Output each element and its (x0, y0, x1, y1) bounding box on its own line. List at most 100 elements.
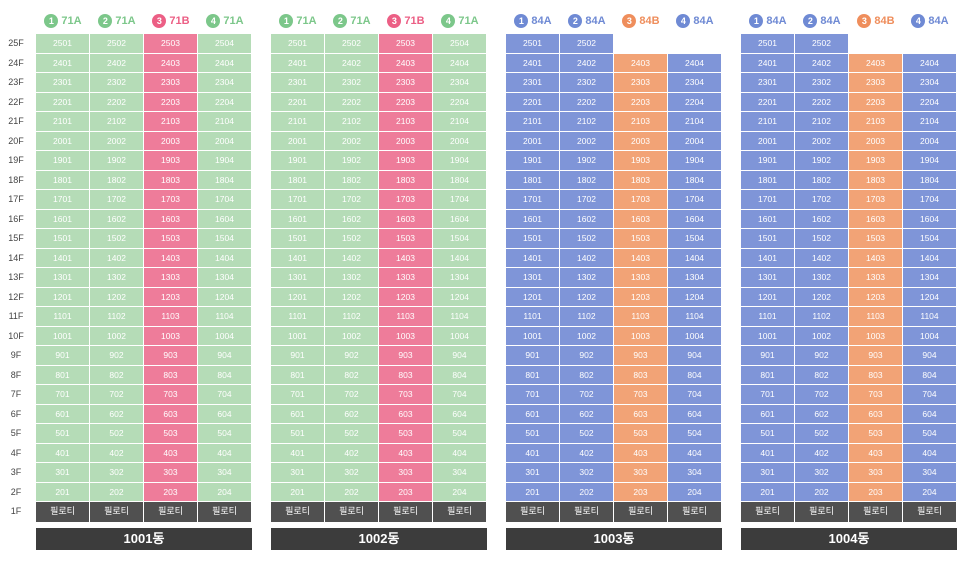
pilotis-cell: 필로티 (379, 502, 433, 522)
unit-cell: 1902 (325, 151, 379, 171)
unit-cell: 904 (668, 346, 722, 366)
unit-cell: 204 (668, 482, 722, 502)
unit-cell: 502 (325, 424, 379, 444)
unit-cell: 2101 (271, 112, 325, 132)
unit-cell: 1602 (560, 209, 614, 229)
unit-cell: 301 (271, 463, 325, 483)
unit-cell: 1601 (741, 209, 795, 229)
unit-cell: 303 (614, 463, 668, 483)
unit-cell: 2203 (614, 92, 668, 112)
unit-cell: 302 (90, 463, 144, 483)
unit-cell: 1404 (668, 248, 722, 268)
unit-cell: 1101 (36, 307, 90, 327)
unit-cell: 1904 (198, 151, 252, 171)
unit-cell: 1301 (741, 268, 795, 288)
unit-cell: 403 (614, 443, 668, 463)
unit-cell: 1903 (379, 151, 433, 171)
unit-cell: 604 (903, 404, 957, 424)
unit-cell: 1303 (379, 268, 433, 288)
unit-cell: 702 (325, 385, 379, 405)
unit-cell: 2402 (325, 53, 379, 73)
unit-cell: 802 (325, 365, 379, 385)
unit-cell: 2404 (198, 53, 252, 73)
unit-cell: 1404 (433, 248, 487, 268)
unit-cell: 901 (271, 346, 325, 366)
unit-cell: 2103 (144, 112, 198, 132)
unit-cell: 803 (614, 365, 668, 385)
unit-cell: 2004 (198, 131, 252, 151)
unit-cell: 1704 (433, 190, 487, 210)
unit-cell: 601 (506, 404, 560, 424)
unit-cell: 302 (560, 463, 614, 483)
unit-cell: 1003 (379, 326, 433, 346)
building-name-bar: 1001동 (36, 528, 252, 550)
floor-label: 9F (10, 350, 22, 360)
unit-cell: 1501 (741, 229, 795, 249)
unit-cell: 502 (90, 424, 144, 444)
unit-cell: 503 (849, 424, 903, 444)
unit-cell: 402 (560, 443, 614, 463)
unit-cell: 1203 (614, 287, 668, 307)
unit-cell: 1602 (325, 209, 379, 229)
unit-cell: 1502 (560, 229, 614, 249)
unit-cell: 401 (506, 443, 560, 463)
unit-cell: 1702 (90, 190, 144, 210)
unit-cell: 2301 (741, 73, 795, 93)
unit-cell: 401 (741, 443, 795, 463)
unit-cell: 1701 (271, 190, 325, 210)
unit-type-label: 84B (874, 15, 895, 27)
unit-cell: 404 (433, 443, 487, 463)
floor-label: 24F (8, 57, 24, 68)
unit-cell: 1104 (433, 307, 487, 327)
unit-cell: 2102 (560, 112, 614, 132)
unit-cell: 1104 (903, 307, 957, 327)
unit-cell: 2501 (271, 34, 325, 54)
unit-cell: 1204 (903, 287, 957, 307)
unit-cell: 602 (795, 404, 849, 424)
unit-type-header: 3 71B (144, 12, 198, 30)
unit-cell: 203 (849, 482, 903, 502)
unit-cell: 2202 (560, 92, 614, 112)
unit-cell: 1804 (668, 170, 722, 190)
unit-type-header: 3 71B (379, 12, 433, 30)
unit-cell: 1701 (506, 190, 560, 210)
unit-cell: 1601 (271, 209, 325, 229)
unit-cell: 1802 (325, 170, 379, 190)
unit-cell: 602 (90, 404, 144, 424)
unit-cell: 2301 (271, 73, 325, 93)
line-number-badge: 3 (857, 14, 872, 28)
pilotis-cell: 필로티 (741, 502, 795, 522)
unit-cell: 2203 (849, 92, 903, 112)
unit-cell: 403 (379, 443, 433, 463)
unit-cell: 704 (668, 385, 722, 405)
unit-cell: 801 (36, 365, 90, 385)
unit-cell: 603 (849, 404, 903, 424)
unit-cell: 1401 (741, 248, 795, 268)
unit-cell: 1702 (795, 190, 849, 210)
unit-cell: 1801 (741, 170, 795, 190)
unit-cell: 2302 (325, 73, 379, 93)
unit-cell: 1604 (433, 209, 487, 229)
unit-cell: 1204 (668, 287, 722, 307)
unit-cell: 1301 (271, 268, 325, 288)
unit-cell: 201 (36, 482, 90, 502)
unit-cell: 1404 (903, 248, 957, 268)
unit-cell: 1503 (849, 229, 903, 249)
unit-cell: 404 (668, 443, 722, 463)
floor-label: 20F (8, 135, 24, 146)
unit-type-header: 4 84A (668, 12, 722, 30)
unit-cell: 703 (849, 385, 903, 405)
unit-cell: 1402 (560, 248, 614, 268)
unit-cell: 2402 (560, 53, 614, 73)
unit-cell: 1303 (144, 268, 198, 288)
unit-cell: 2104 (433, 112, 487, 132)
unit-cell: 604 (433, 404, 487, 424)
unit-cell: 804 (903, 365, 957, 385)
unit-cell: 1401 (506, 248, 560, 268)
unit-cell: 2404 (668, 53, 722, 73)
unit-cell: 2501 (741, 34, 795, 54)
unit-cell: 2204 (433, 92, 487, 112)
unit-cell: 1103 (849, 307, 903, 327)
unit-cell: 1001 (506, 326, 560, 346)
floor-label: 16F (8, 213, 24, 224)
